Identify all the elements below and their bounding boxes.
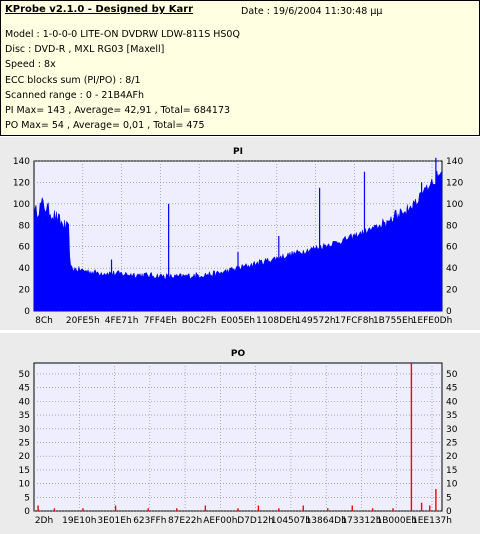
po-title: PO	[231, 349, 246, 359]
po-plot-area	[33, 362, 443, 512]
pi-xtick: 149572h	[296, 316, 336, 326]
pi-ytick-right: 140	[446, 157, 463, 167]
po-ytick-right: 30	[446, 425, 458, 435]
po-xtick: 87E22h	[168, 516, 202, 526]
pi-xtick: 4FE71h	[105, 316, 139, 326]
po-xtick: 19E10h	[62, 516, 96, 526]
info-box: KProbe v2.1.0 - Designed by Karr Date : …	[0, 0, 480, 136]
po-ytick-right: 0	[446, 507, 452, 517]
pi-xtick: 1B755Eh	[373, 316, 413, 326]
pi-ytick-left: 20	[19, 286, 31, 296]
po-ytick-left: 50	[19, 370, 31, 380]
po-xtick: D7D12h	[237, 516, 274, 526]
pi-ytick-left: 100	[13, 200, 30, 210]
pi-xtick: 1108DEh	[256, 316, 297, 326]
po-stats: PO Max= 54 , Average= 0,01 , Total= 475	[5, 120, 205, 131]
po-ytick-right: 40	[446, 397, 458, 407]
drive-model: Model : 1-0-0-0 LITE-ON DVDRW LDW-811S H…	[5, 29, 240, 40]
pi-ytick-right: 60	[446, 243, 458, 253]
pi-xtick: 1EFE0Dh	[412, 316, 453, 326]
pi-ytick-right: 80	[446, 221, 458, 231]
pi-ytick-right: 40	[446, 264, 458, 274]
pi-xtick: 17FCF8h	[335, 316, 375, 326]
app-title: KProbe v2.1.0 - Designed by Karr	[5, 4, 194, 15]
speed-info: Speed : 8x	[5, 59, 56, 70]
po-ytick-left: 20	[19, 452, 31, 462]
pi-ytick-left: 0	[24, 307, 30, 317]
po-xtick: AEF00h	[203, 516, 237, 526]
po-ytick-left: 25	[19, 438, 30, 448]
pi-ytick-left: 80	[19, 221, 31, 231]
po-ytick-right: 45	[446, 384, 457, 394]
pi-ytick-left: 60	[19, 243, 31, 253]
po-ytick-left: 5	[24, 493, 30, 503]
po-ytick-left: 40	[19, 397, 31, 407]
disc-info: Disc : DVD-R , MXL RG03 [Maxell]	[5, 44, 165, 55]
pi-ytick-right: 0	[446, 307, 452, 317]
pi-chart: PI 0 0 20 20 40 40 60 60 80 80 100 100 120 120 140 140 8C…	[13, 147, 464, 326]
po-ytick-right: 10	[446, 480, 458, 490]
po-xtick: 1EE137h	[412, 516, 452, 526]
pi-title: PI	[233, 147, 243, 157]
pi-ytick-left: 120	[13, 178, 30, 188]
po-ytick-right: 15	[446, 466, 457, 476]
po-ytick-right: 50	[446, 370, 458, 380]
po-ytick-right: 25	[446, 438, 457, 448]
scan-date: Date : 19/6/2004 11:30:48 μμ	[241, 6, 383, 17]
range-info: Scanned range : 0 - 21B4AFh	[5, 90, 145, 101]
po-ytick-left: 30	[19, 425, 31, 435]
po-xtick: 104507h	[271, 516, 311, 526]
pi-ytick-right: 100	[446, 200, 463, 210]
po-xtick: 623FFh	[133, 516, 166, 526]
po-xtick: 3E01Eh	[97, 516, 131, 526]
po-ytick-left: 10	[19, 480, 31, 490]
pi-xtick: 8Ch	[35, 316, 53, 326]
pi-ytick-right: 20	[446, 286, 458, 296]
po-ytick-right: 5	[446, 493, 452, 503]
po-xtick: 1B000Eh	[376, 516, 416, 526]
po-ytick-left: 0	[24, 507, 30, 517]
po-ytick-left: 35	[19, 411, 30, 421]
po-ytick-left: 45	[19, 384, 30, 394]
po-chart-panel: PO 0 0 5 5 10 10 15 15 20 20 25 25 30 30 35 35 40 40 45 45 50…	[0, 333, 480, 534]
pi-ytick-left: 40	[19, 264, 31, 274]
po-ytick-left: 15	[19, 466, 30, 476]
pi-ytick-left: 140	[13, 157, 30, 167]
pi-chart-panel: PI 0 0 20 20 40 40 60 60 80 80 100 100 120 120 140 140 8C…	[0, 137, 480, 330]
po-xtick: 173312h	[341, 516, 381, 526]
po-ytick-right: 20	[446, 452, 458, 462]
pi-stats: PI Max= 143 , Average= 42,91 , Total= 68…	[5, 105, 231, 116]
po-xtick: 13864Dh	[306, 516, 347, 526]
pi-ytick-right: 120	[446, 178, 463, 188]
pi-xtick: B0C2Fh	[182, 316, 217, 326]
pi-xtick: E005Eh	[221, 316, 255, 326]
po-chart: PO 0 0 5 5 10 10 15 15 20 20 25 25 30 30 35 35 40 40 45 45 50…	[19, 349, 458, 526]
po-ytick-right: 35	[446, 411, 457, 421]
pi-xtick: 20FE5h	[66, 316, 100, 326]
po-xtick: 2Dh	[35, 516, 53, 526]
pi-xtick: 7FF4Eh	[144, 316, 177, 326]
ecc-info: ECC blocks sum (PI/PO) : 8/1	[5, 75, 141, 86]
